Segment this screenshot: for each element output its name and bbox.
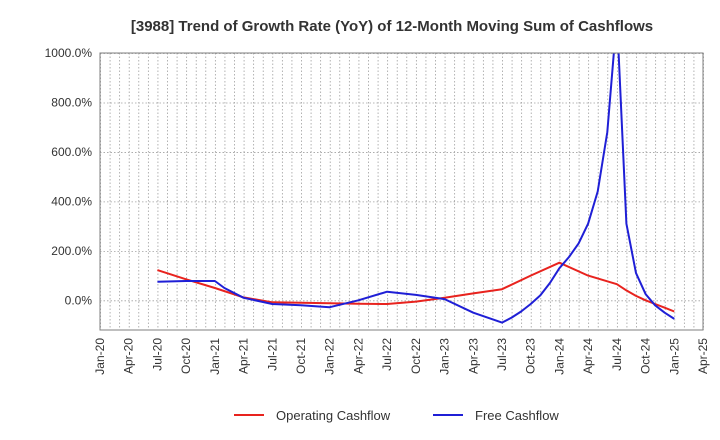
y-tick-label: 800.0% [51, 95, 92, 109]
x-tick-label: Oct-20 [179, 338, 193, 374]
y-axis: 0.0% 200.0% 400.0% 600.0% 800.0% 1000.0% [45, 46, 93, 307]
x-tick-label: Jul-24 [610, 338, 624, 371]
x-tick-label: Jan-22 [323, 338, 337, 375]
x-tick-label: Apr-20 [122, 338, 136, 374]
x-tick-label: Apr-24 [581, 338, 595, 374]
x-tick-label: Oct-22 [409, 338, 423, 374]
x-tick-label: Jan-20 [93, 338, 107, 375]
x-tick-label: Jan-24 [552, 338, 566, 375]
y-tick-label: 1000.0% [45, 46, 93, 60]
grid [100, 53, 704, 330]
series-line-free-cashflow [157, 53, 675, 324]
plot-frame [99, 52, 704, 331]
x-tick-label: Apr-22 [351, 338, 365, 374]
legend-label: Operating Cashflow [276, 408, 391, 423]
x-tick-label: Jul-23 [495, 338, 509, 371]
x-tick-label: Jan-25 [667, 338, 681, 375]
legend-label: Free Cashflow [475, 408, 559, 423]
x-tick-label: Apr-23 [466, 338, 480, 374]
x-axis: Jan-20 Apr-20 Jul-20 Oct-20 Jan-21 Apr-21 Jul-… [93, 338, 710, 375]
x-tick-label: Jul-21 [265, 338, 279, 371]
y-tick-label: 600.0% [51, 145, 92, 159]
x-tick-label: Jan-23 [438, 338, 452, 375]
series-line-operating-cashflow [157, 261, 675, 313]
y-tick-label: 200.0% [51, 244, 92, 258]
x-tick-label: Apr-25 [696, 338, 710, 374]
chart-title: [3988] Trend of Growth Rate (YoY) of 12-… [131, 18, 653, 35]
series-group [157, 53, 675, 324]
x-tick-label: Jul-20 [150, 338, 164, 371]
y-tick-label: 400.0% [51, 194, 92, 208]
x-tick-label: Oct-23 [524, 338, 538, 374]
x-tick-label: Apr-21 [237, 338, 251, 374]
x-tick-label: Jul-22 [380, 338, 394, 371]
x-tick-label: Jan-21 [208, 338, 222, 375]
legend: Operating Cashflow Free Cashflow [234, 408, 559, 423]
x-tick-label: Oct-24 [639, 338, 653, 374]
y-tick-label: 0.0% [65, 293, 93, 307]
x-tick-label: Oct-21 [294, 338, 308, 374]
